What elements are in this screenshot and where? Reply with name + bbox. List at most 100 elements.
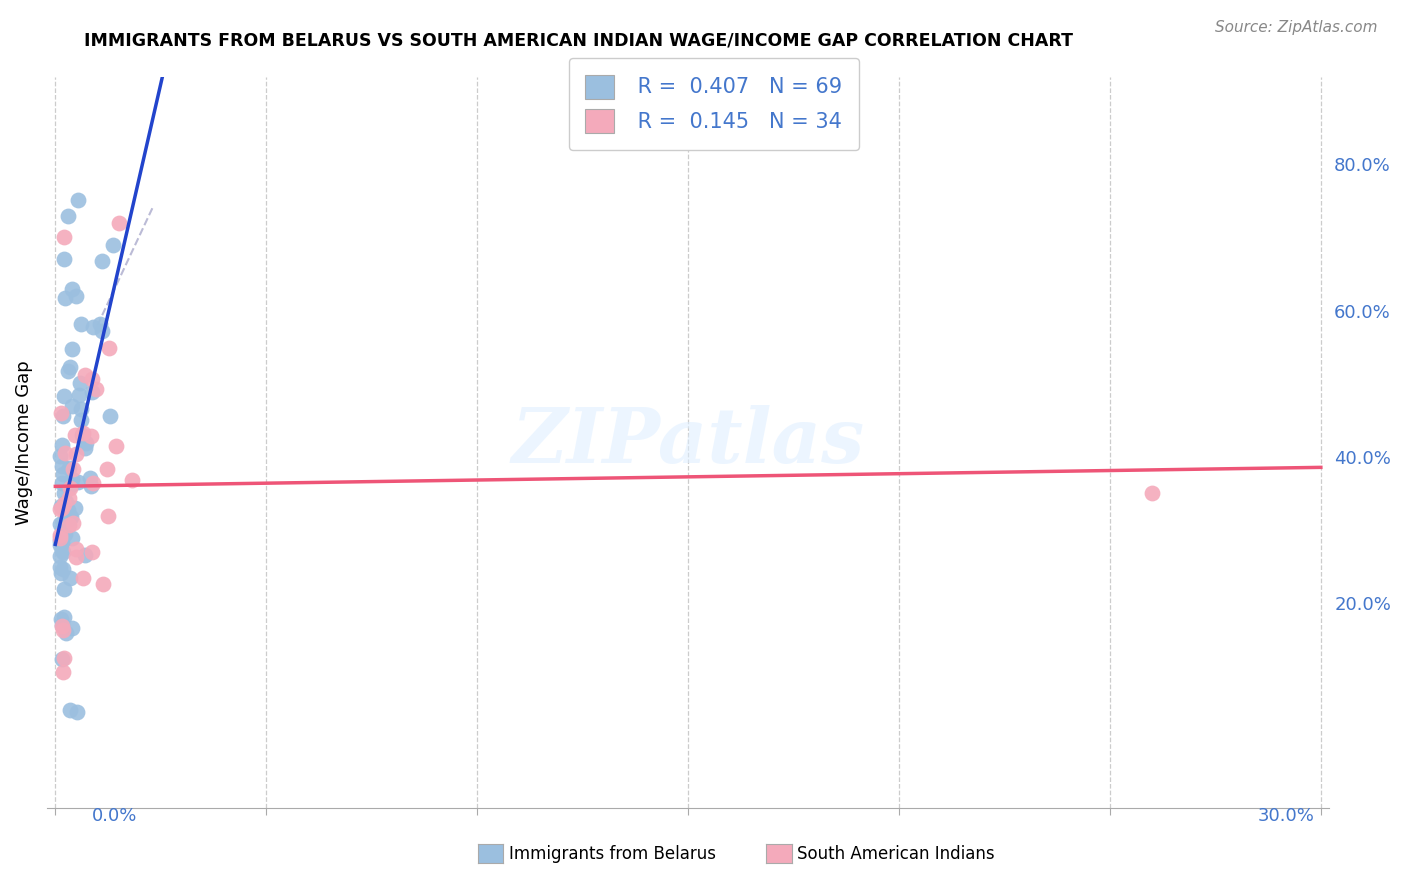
Point — [67, 387, 90, 401]
Point — [65, 428, 87, 442]
Point — [69, 401, 91, 416]
Point — [53, 291, 76, 305]
Y-axis label: Wage/Income Gap: Wage/Income Gap — [15, 359, 32, 524]
Point — [66, 193, 89, 207]
Point — [96, 462, 118, 476]
Point — [49, 517, 72, 532]
Point — [49, 533, 72, 548]
Point — [67, 475, 90, 489]
Point — [80, 384, 103, 399]
Point — [60, 621, 83, 635]
Point — [48, 449, 70, 463]
Point — [49, 612, 72, 626]
Point — [82, 545, 104, 559]
Point — [79, 471, 101, 485]
Point — [58, 491, 80, 505]
Point — [1140, 486, 1163, 500]
Point — [52, 515, 75, 529]
Point — [49, 560, 72, 574]
Point — [91, 576, 114, 591]
Point — [72, 426, 94, 441]
Point — [89, 317, 111, 331]
Text: 0.0%: 0.0% — [91, 807, 136, 825]
Point — [72, 571, 94, 585]
Point — [55, 625, 77, 640]
Point — [98, 409, 121, 424]
Point — [121, 473, 143, 487]
Point — [48, 538, 70, 552]
Point — [56, 503, 79, 517]
Point — [80, 371, 103, 385]
Point — [62, 516, 84, 530]
Point — [51, 438, 73, 452]
Point — [65, 446, 87, 460]
Point — [75, 549, 97, 563]
Point — [60, 282, 83, 296]
Point — [73, 368, 96, 383]
Point — [60, 531, 83, 545]
Point — [65, 289, 87, 303]
Point — [60, 342, 83, 356]
Point — [51, 652, 73, 666]
Point — [69, 376, 91, 391]
Point — [49, 531, 72, 545]
Point — [51, 536, 73, 550]
Point — [84, 382, 107, 396]
Point — [56, 364, 79, 378]
Point — [52, 486, 75, 500]
Point — [51, 500, 73, 515]
Point — [53, 527, 76, 541]
Point — [80, 429, 103, 443]
Point — [97, 509, 120, 524]
Point — [52, 623, 75, 637]
Point — [58, 513, 80, 527]
Point — [52, 562, 75, 576]
Text: Source: ZipAtlas.com: Source: ZipAtlas.com — [1215, 20, 1378, 35]
Point — [49, 549, 72, 563]
Point — [53, 582, 76, 597]
Point — [80, 479, 103, 493]
Point — [53, 651, 76, 665]
Point — [58, 518, 80, 533]
Text: South American Indians: South American Indians — [797, 845, 995, 863]
Point — [49, 536, 72, 550]
Point — [58, 510, 80, 524]
Point — [56, 209, 79, 223]
Point — [49, 528, 72, 542]
Point — [59, 510, 82, 524]
Point — [62, 399, 84, 413]
Point — [53, 446, 76, 460]
Point — [49, 501, 72, 516]
Point — [90, 254, 112, 268]
Point — [70, 412, 93, 426]
Point — [51, 618, 73, 632]
Point — [58, 461, 80, 475]
Text: 30.0%: 30.0% — [1258, 807, 1315, 825]
Point — [49, 566, 72, 580]
Point — [52, 467, 75, 482]
Point — [52, 252, 75, 267]
Point — [60, 478, 83, 492]
Point — [82, 476, 104, 491]
Point — [56, 509, 79, 524]
Text: IMMIGRANTS FROM BELARUS VS SOUTH AMERICAN INDIAN WAGE/INCOME GAP CORRELATION CHA: IMMIGRANTS FROM BELARUS VS SOUTH AMERICA… — [84, 31, 1073, 49]
Point — [49, 406, 72, 420]
Point — [82, 319, 104, 334]
Point — [51, 476, 73, 491]
Point — [51, 665, 73, 679]
Point — [51, 543, 73, 558]
Point — [63, 500, 86, 515]
Point — [107, 216, 129, 230]
Point — [49, 499, 72, 513]
Point — [51, 459, 73, 474]
Point — [75, 441, 97, 455]
Point — [52, 409, 75, 424]
Point — [65, 542, 87, 557]
Point — [69, 317, 91, 331]
Point — [56, 518, 79, 533]
Point — [53, 389, 76, 403]
Point — [60, 472, 83, 486]
Point — [52, 497, 75, 511]
Point — [65, 706, 87, 720]
Point — [65, 550, 87, 565]
